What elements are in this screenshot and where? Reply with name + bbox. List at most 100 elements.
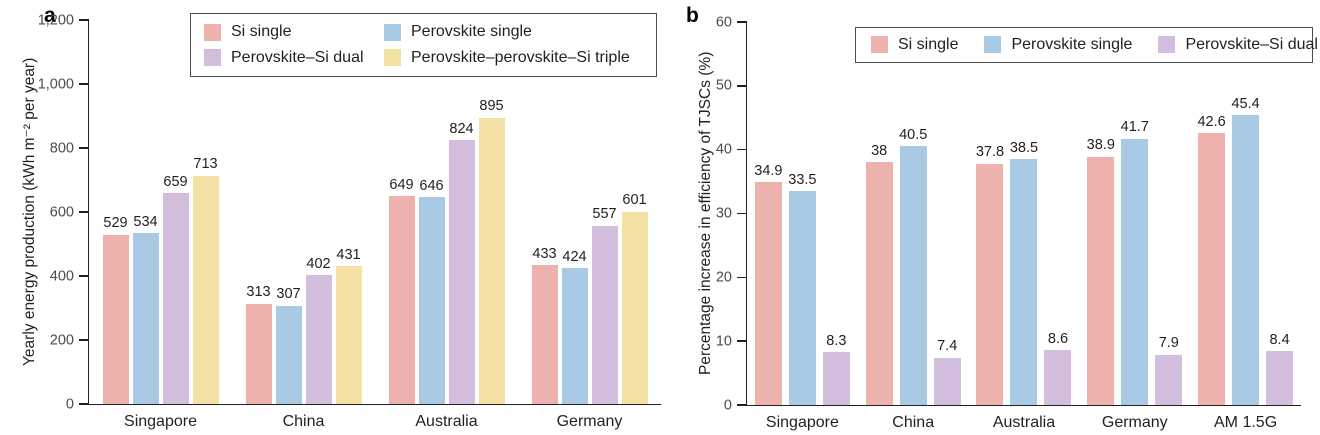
legend-label: Perovskite single	[1011, 35, 1133, 53]
bar: 33.5	[788, 173, 817, 405]
bar-value-label: 41.7	[1120, 119, 1149, 136]
y-tick-label: 0	[723, 396, 732, 413]
y-tick-mark	[79, 403, 89, 405]
bar: 8.4	[1266, 333, 1294, 405]
legend-item: Si single	[871, 36, 958, 54]
x-category-label: Australia	[415, 413, 478, 430]
bar-value-label: 40.5	[899, 126, 928, 143]
bar-groups: 34.9 33.5 8.3 Singapore 38 40.5 7.4 China 37.8 38…	[747, 22, 1301, 431]
bar: 8.3	[822, 334, 850, 405]
panel-b: b Percentage increase in efficiency of T…	[680, 0, 1320, 435]
legend-swatch	[204, 49, 221, 67]
bar-value-label: 8.6	[1047, 330, 1069, 347]
x-category-label: China	[892, 414, 935, 431]
bar-group: 38 40.5 7.4 China	[865, 128, 961, 431]
bar-value-label: 402	[306, 255, 331, 272]
x-category-label: Germany	[1101, 414, 1168, 431]
bar-value-label: 307	[276, 286, 301, 303]
bar: 529	[102, 216, 129, 404]
y-tick-mark	[737, 276, 747, 279]
panel-b-plot-area: 0 10 20 30 40 50 60 34.9 33.5 8.3 Singapore 38 40.5 7…	[716, 15, 1301, 431]
y-tick-mark	[79, 147, 89, 149]
bar-group: 34.9 33.5 8.3 Singapore	[754, 164, 850, 431]
bar: 824	[448, 122, 475, 404]
legend-swatch	[384, 49, 401, 67]
bar: 307	[275, 287, 302, 404]
y-tick-mark	[79, 211, 89, 213]
bar-value-label: 713	[193, 156, 218, 173]
legend-item: Perovskite–Si dual	[1158, 36, 1318, 54]
y-tick-mark	[737, 21, 747, 23]
x-category-label: Singapore	[124, 413, 197, 430]
bar: 7.9	[1155, 336, 1183, 405]
bar: 38	[865, 144, 893, 405]
y-tick-label: 50	[715, 77, 732, 94]
bar: 8.6	[1044, 332, 1072, 405]
legend-swatch	[871, 36, 888, 54]
bar-value-label: 38.9	[1086, 137, 1115, 154]
bar: 40.5	[899, 128, 927, 405]
bar-value-label: 34.9	[754, 162, 783, 179]
y-tick-mark	[737, 404, 747, 406]
bar-value-label: 42.6	[1197, 113, 1226, 130]
y-tick-label: 20	[715, 269, 732, 286]
bar-value-label: 38	[871, 142, 888, 159]
bar-value-label: 7.4	[937, 338, 958, 355]
panel-a-legend: Si single Perovskite single Perovskite–Si …	[190, 13, 657, 77]
bar-value-label: 895	[479, 98, 504, 115]
bar: 424	[561, 250, 588, 404]
panel-a-label: a	[44, 4, 56, 27]
legend-label: Si single	[231, 23, 292, 41]
bar-value-label: 557	[592, 206, 617, 223]
bar-value-label: 8.3	[826, 332, 847, 349]
x-category-label: China	[282, 413, 325, 430]
y-tick-mark	[737, 340, 747, 342]
bar: 895	[478, 99, 505, 404]
bar: 557	[591, 207, 618, 404]
bar: 7.4	[933, 339, 961, 405]
y-tick-mark	[79, 19, 89, 21]
legend-label: Perovskite–Si dual	[231, 48, 364, 66]
legend-label: Perovskite–Si dual	[1185, 35, 1318, 53]
x-category-label: Australia	[992, 414, 1056, 431]
y-tick-mark	[737, 85, 747, 87]
bar-value-label: 649	[389, 176, 414, 193]
y-tick-mark	[79, 83, 89, 85]
bar: 313	[245, 285, 272, 404]
legend-label: Perovskite–perovskite–Si triple	[411, 48, 630, 66]
bar: 38.5	[1010, 141, 1038, 405]
y-tick-label: 0	[65, 395, 74, 412]
x-category-label: Singapore	[765, 414, 839, 431]
bar: 38.9	[1087, 138, 1115, 405]
panel-a: a Yearly energy production (kWh m⁻² per …	[21, 4, 661, 430]
bar-value-label: 529	[103, 215, 128, 232]
legend-item: Perovskite–perovskite–Si triple	[384, 49, 656, 67]
x-category-label: Germany	[556, 413, 623, 430]
bar-value-label: 601	[622, 192, 647, 209]
bar-value-label: 424	[562, 248, 587, 265]
bar-value-label: 33.5	[788, 171, 817, 188]
bar: 402	[305, 257, 332, 404]
bar: 713	[192, 157, 219, 404]
y-tick-label: 30	[715, 205, 732, 222]
bar: 433	[531, 247, 558, 404]
bar: 45.4	[1231, 97, 1260, 405]
legend-item: Si single	[204, 23, 384, 41]
x-category-label: AM 1.5G	[1214, 414, 1278, 431]
legend-label: Si single	[898, 35, 959, 53]
y-tick-label: 1,200	[37, 11, 74, 28]
bar-group: 529 534 659 713 Singapore	[102, 157, 219, 430]
bar-value-label: 431	[336, 246, 361, 263]
bar-value-label: 534	[133, 213, 158, 230]
legend-item: Perovskite single	[984, 36, 1132, 54]
y-tick-label: 60	[715, 13, 732, 30]
bar-group: 42.6 45.4 8.4 AM 1.5G	[1197, 97, 1294, 431]
bar: 646	[418, 179, 445, 404]
bar-value-label: 824	[449, 120, 474, 137]
bar-groups: 529 534 659 713 Singapore 313 307 402 431 China 64…	[89, 20, 661, 430]
bar-value-label: 38.5	[1009, 139, 1039, 156]
bar: 534	[132, 215, 159, 404]
bar: 42.6	[1197, 115, 1226, 405]
bar-value-label: 313	[246, 284, 271, 301]
